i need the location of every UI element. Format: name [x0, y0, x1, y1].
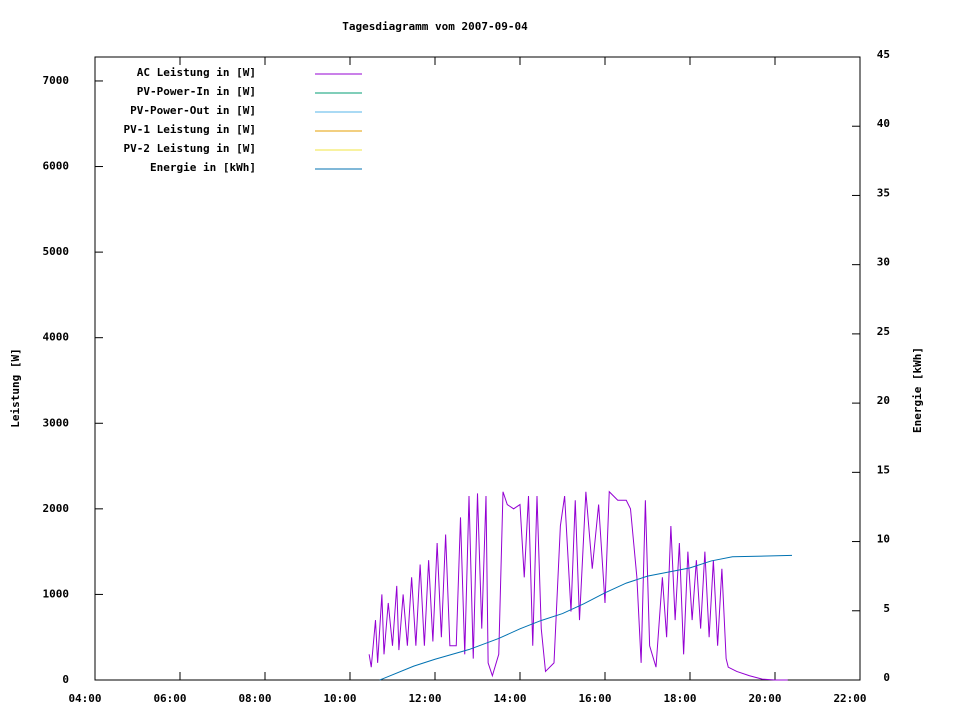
y-tick-label: 7000 [43, 74, 70, 87]
y2-tick-label: 30 [877, 256, 890, 269]
x-tick-label: 22:00 [833, 692, 866, 705]
y-axis-label: Leistung [W] [9, 348, 22, 427]
x-tick-label: 20:00 [748, 692, 781, 705]
legend-label: PV-1 Leistung in [W] [124, 123, 256, 136]
y-tick-label: 1000 [43, 587, 70, 600]
legend-label: PV-Power-In in [W] [137, 85, 256, 98]
x-tick-label: 12:00 [408, 692, 441, 705]
y2-tick-label: 0 [883, 671, 890, 684]
y2-tick-label: 45 [877, 48, 890, 61]
y-tick-label: 2000 [43, 502, 70, 515]
x-tick-label: 06:00 [153, 692, 186, 705]
y-tick-label: 4000 [43, 331, 70, 344]
y-tick-label: 0 [62, 673, 69, 686]
plot-frame [94, 56, 861, 681]
x-tick-label: 16:00 [578, 692, 611, 705]
x-tick-label: 10:00 [323, 692, 356, 705]
chart-title: Tagesdiagramm vom 2007-09-04 [342, 20, 528, 33]
x-tick-label: 08:00 [238, 692, 271, 705]
y2-tick-label: 35 [877, 186, 890, 199]
y-tick-label: 6000 [43, 160, 70, 173]
y-tick-label: 3000 [43, 416, 70, 429]
y2-tick-label: 5 [883, 602, 890, 615]
y2-tick-label: 20 [877, 394, 890, 407]
legend-label: PV-2 Leistung in [W] [124, 142, 256, 155]
x-tick-label: 14:00 [493, 692, 526, 705]
legend-label: AC Leistung in [W] [137, 66, 256, 79]
y2-tick-label: 25 [877, 325, 890, 338]
series-line [379, 554, 793, 681]
x-tick-label: 04:00 [68, 692, 101, 705]
y2-tick-label: 10 [877, 533, 890, 546]
series-line [368, 490, 788, 681]
legend-label: PV-Power-Out in [W] [130, 104, 256, 117]
legend-label: Energie in [kWh] [150, 161, 256, 174]
y2-axis-label: Energie [kWh] [911, 347, 924, 433]
y-tick-label: 5000 [43, 245, 70, 258]
y2-tick-label: 40 [877, 117, 890, 130]
y2-tick-label: 15 [877, 463, 890, 476]
x-tick-label: 18:00 [663, 692, 696, 705]
